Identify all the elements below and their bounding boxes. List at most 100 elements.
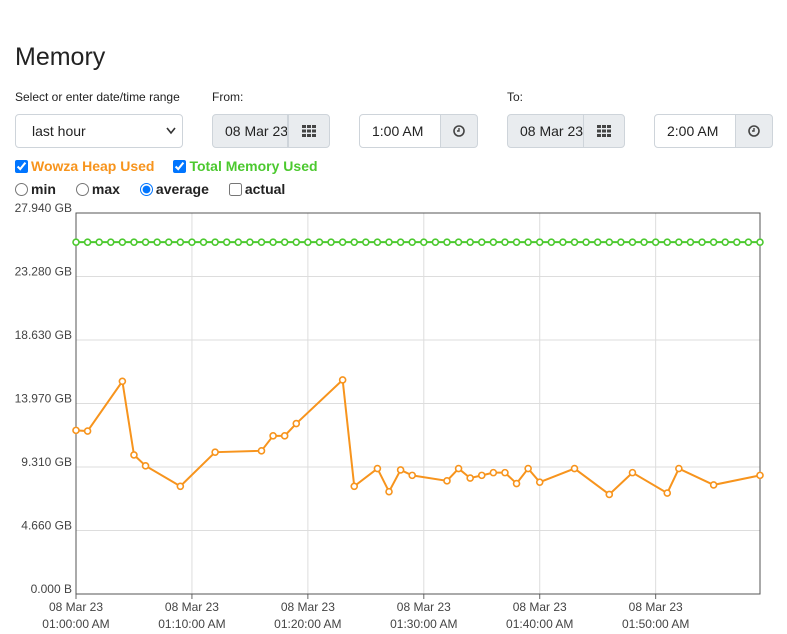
data-point <box>640 238 648 246</box>
series-line <box>75 377 761 496</box>
data-point <box>396 466 405 474</box>
data-point <box>83 427 92 435</box>
data-point <box>141 462 150 470</box>
data-point <box>628 238 637 246</box>
data-point <box>547 238 556 246</box>
data-point <box>443 238 451 246</box>
data-point <box>582 238 590 246</box>
data-point <box>95 238 103 246</box>
data-point <box>756 238 764 246</box>
data-point <box>535 238 544 246</box>
data-point <box>269 432 277 440</box>
data-point <box>246 238 254 246</box>
aggregate-option[interactable]: average <box>139 181 209 197</box>
data-point <box>315 238 324 246</box>
checkbox[interactable] <box>228 182 242 196</box>
x-tick-label: 01:20:00 AM <box>274 617 341 631</box>
caret <box>166 127 176 135</box>
y-tick-label: 23.280 GB <box>15 265 72 279</box>
data-point <box>280 432 289 440</box>
data-point <box>234 238 243 246</box>
clock-icon <box>748 125 760 137</box>
data-point <box>211 448 219 456</box>
x-tick-label: 08 Mar 23 <box>49 600 103 614</box>
radio[interactable] <box>15 182 28 196</box>
legend-label: Total Memory Used <box>189 158 318 174</box>
checkbox[interactable] <box>173 159 187 173</box>
data-point <box>257 238 266 246</box>
data-point <box>292 238 301 246</box>
data-point <box>327 238 335 246</box>
to-date[interactable]: 08 Mar 23 <box>507 114 584 148</box>
y-tick-label: 4.660 GB <box>21 519 72 533</box>
x-tick-label: 08 Mar 23 <box>513 600 567 614</box>
data-point <box>524 464 532 473</box>
data-point <box>118 377 127 386</box>
data-point <box>454 464 463 473</box>
aggregate-option[interactable]: max <box>75 181 120 197</box>
radio[interactable] <box>139 182 153 196</box>
data-point <box>130 238 138 246</box>
data-point <box>130 451 138 459</box>
data-point <box>570 464 579 473</box>
data-point <box>362 238 370 246</box>
data-point <box>141 238 150 246</box>
data-point <box>396 238 405 246</box>
data-point <box>222 238 231 246</box>
y-tick-label: 27.940 GB <box>15 201 72 215</box>
data-point <box>72 238 80 246</box>
y-tick-label: 18.630 GB <box>15 328 72 342</box>
to-date-button[interactable] <box>583 114 625 148</box>
y-tick-label: 13.970 GB <box>15 392 72 406</box>
data-point <box>373 238 382 246</box>
data-point <box>593 238 602 246</box>
data-point <box>512 238 521 246</box>
calendar-icon <box>597 125 611 137</box>
data-point <box>709 481 718 489</box>
data-point <box>570 238 579 246</box>
x-tick-label: 08 Mar 23 <box>397 600 451 614</box>
range-selected: last hour <box>32 123 86 139</box>
data-point <box>477 471 486 480</box>
data-point <box>733 238 741 246</box>
data-point <box>385 487 393 496</box>
data-point <box>269 238 277 246</box>
page-title: Memory <box>15 43 106 71</box>
data-point <box>72 426 80 435</box>
data-point <box>304 238 312 246</box>
y-tick-label: 9.310 GB <box>21 455 72 469</box>
plot-border <box>75 212 761 595</box>
to-time[interactable]: 2:00 AM <box>654 114 736 148</box>
from-date[interactable]: 08 Mar 23 <box>212 114 288 148</box>
from-time-button[interactable] <box>440 114 478 148</box>
from-time[interactable]: 1:00 AM <box>359 114 441 148</box>
x-tick-label: 01:30:00 AM <box>390 617 457 631</box>
data-point <box>106 238 115 246</box>
series-toggle[interactable]: Total Memory Used <box>173 158 318 174</box>
data-point <box>373 464 382 473</box>
range-select[interactable]: last hour <box>15 114 183 148</box>
data-point <box>559 238 567 246</box>
aggregate-option[interactable]: min <box>15 181 56 197</box>
data-point <box>501 468 509 477</box>
from-date-button[interactable] <box>288 114 330 148</box>
series-toggle[interactable]: Wowza Heap Used <box>15 158 154 174</box>
data-point <box>709 238 718 246</box>
data-point <box>350 482 359 491</box>
data-point <box>257 447 266 455</box>
data-point <box>118 238 127 246</box>
data-point <box>176 482 185 491</box>
x-tick-label: 01:00:00 AM <box>42 617 109 631</box>
x-tick-label: 08 Mar 23 <box>281 600 335 614</box>
data-point <box>280 238 289 246</box>
data-point <box>153 238 161 246</box>
data-point <box>698 238 706 246</box>
data-point <box>489 468 498 477</box>
data-point <box>188 238 196 246</box>
to-time-button[interactable] <box>735 114 773 148</box>
checkbox[interactable] <box>15 159 28 173</box>
radio[interactable] <box>75 182 89 196</box>
actual-option[interactable]: actual <box>228 181 285 197</box>
